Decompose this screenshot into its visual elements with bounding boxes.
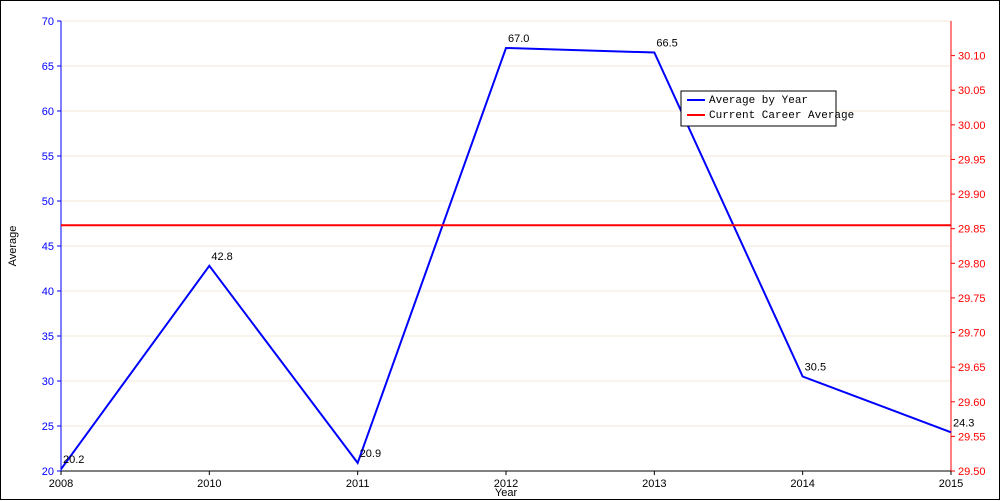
y-right-tick-label: 30.10 <box>958 51 986 63</box>
y-right-tick-label: 29.85 <box>958 224 986 236</box>
y-right-tick-label: 29.75 <box>958 293 986 305</box>
value-label: 20.9 <box>360 448 381 460</box>
y-left-tick-label: 55 <box>42 151 54 163</box>
x-axis-label: Year <box>495 487 518 499</box>
y-left-tick-label: 25 <box>42 421 54 433</box>
value-label: 30.5 <box>805 362 826 374</box>
value-label: 66.5 <box>656 38 677 50</box>
y-left-tick-label: 60 <box>42 106 54 118</box>
y-left-tick-label: 70 <box>42 16 54 28</box>
y-right-tick-label: 29.60 <box>958 397 986 409</box>
y-right-tick-label: 30.00 <box>958 120 986 132</box>
y-right-tick-label: 29.50 <box>958 466 986 478</box>
legend-label: Current Career Average <box>709 110 854 122</box>
value-label: 24.3 <box>953 417 974 429</box>
y-left-tick-label: 45 <box>42 241 54 253</box>
y-left-tick-label: 30 <box>42 376 54 388</box>
y-right-tick-label: 29.70 <box>958 328 986 340</box>
y-left-tick-label: 50 <box>42 196 54 208</box>
value-label: 42.8 <box>211 251 232 263</box>
x-tick-label: 2014 <box>790 478 814 490</box>
value-label: 67.0 <box>508 33 529 45</box>
y-left-tick-label: 35 <box>42 331 54 343</box>
y-left-tick-label: 40 <box>42 286 54 298</box>
value-label: 20.2 <box>63 454 84 466</box>
y-right-tick-label: 30.05 <box>958 85 986 97</box>
y-right-tick-label: 29.95 <box>958 154 986 166</box>
chart-container: 20 25 30 35 40 45 50 55 60 65 70 29.50 29.55 29.60 29.… <box>0 0 1000 500</box>
x-tick-label: 2008 <box>49 478 73 490</box>
legend-label: Average by Year <box>709 95 808 107</box>
y-right-tick-label: 29.90 <box>958 189 986 201</box>
y-right-tick-label: 29.55 <box>958 431 986 443</box>
y-axis-label: Average <box>7 226 19 267</box>
x-tick-label: 2013 <box>642 478 666 490</box>
chart-svg: 20 25 30 35 40 45 50 55 60 65 70 29.50 29.55 29.60 29.… <box>1 1 1000 501</box>
y-left-tick-label: 20 <box>42 466 54 478</box>
x-tick-label: 2010 <box>197 478 221 490</box>
y-right-tick-label: 29.65 <box>958 362 986 374</box>
y-right-tick-label: 29.80 <box>958 258 986 270</box>
x-tick-label: 2015 <box>939 478 963 490</box>
x-tick-label: 2011 <box>346 478 370 490</box>
y-left-tick-label: 65 <box>42 61 54 73</box>
